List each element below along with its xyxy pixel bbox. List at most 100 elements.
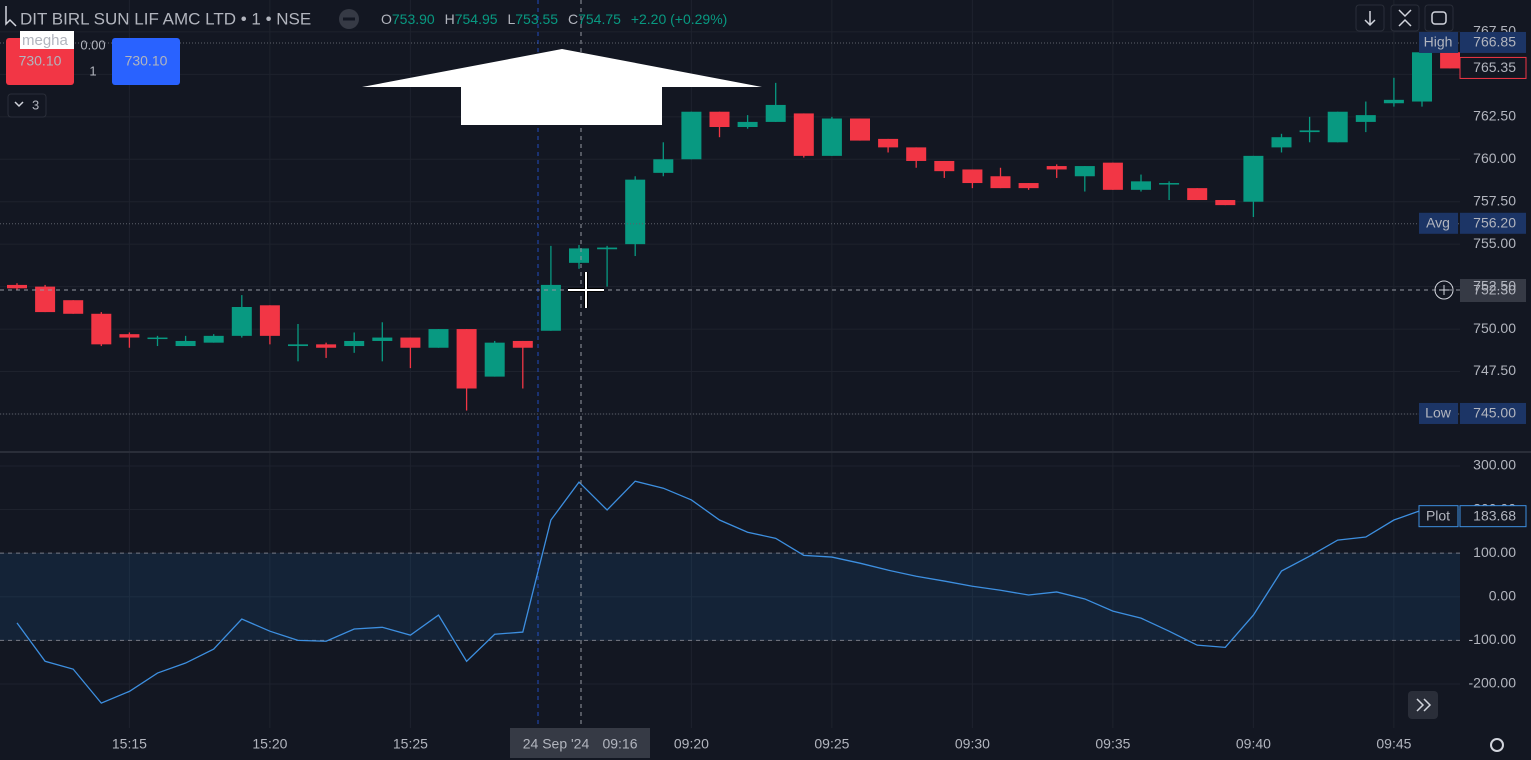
spread: 0.00: [80, 37, 105, 52]
candle-body: [962, 169, 983, 184]
candle-body: [119, 334, 140, 338]
candle-body: [653, 159, 674, 173]
candle-body: [1102, 162, 1123, 190]
candle-body: [428, 329, 449, 348]
y-tick-label: -200.00: [1469, 675, 1517, 691]
candle-body: [906, 147, 927, 161]
indicator-line: [16, 480, 1451, 704]
plot-name-box: [1418, 505, 1459, 528]
settings-icon[interactable]: [1490, 738, 1504, 752]
candle-body: [203, 335, 224, 343]
candle-body: [850, 118, 870, 141]
ohlc-key: C: [568, 11, 578, 27]
add-alert-icon[interactable]: [1434, 280, 1454, 300]
candle-body: [1243, 155, 1264, 202]
maximize-button[interactable]: [1424, 4, 1454, 32]
ohlc-value: 754.95: [455, 11, 498, 27]
user-tag: [20, 31, 74, 49]
icon: [1416, 698, 1432, 712]
candle-body: [1159, 183, 1180, 185]
candle-body: [35, 286, 56, 313]
candle-body: [1215, 200, 1236, 206]
marker-value: 745.00: [1473, 405, 1516, 421]
marker-value: 766.85: [1473, 34, 1516, 50]
icon: [1431, 11, 1447, 25]
icon: [1439, 285, 1449, 295]
y-tick-label: -100.00: [1469, 631, 1517, 647]
candle-body: [7, 284, 27, 289]
marker-value-box: [1460, 212, 1526, 234]
sell-button[interactable]: [6, 38, 74, 85]
x-tick-label: 09:35: [1095, 736, 1130, 752]
marker-name: High: [1424, 34, 1453, 50]
candle-body: [91, 313, 112, 345]
marker-name-box: [1419, 31, 1458, 53]
buy-button[interactable]: [112, 38, 180, 85]
candle-body: [1412, 52, 1432, 102]
candle-body: [934, 160, 955, 172]
candle-body: [990, 176, 1011, 189]
x-tick-label: 09:25: [814, 736, 849, 752]
marker-value-box: [1460, 31, 1526, 53]
candle-body: [1440, 52, 1460, 69]
candle-body: [344, 340, 365, 347]
candle-body: [259, 305, 280, 336]
candle-body: [1131, 181, 1151, 190]
crosshair-price: 752.30: [1473, 282, 1516, 298]
crosshair-date: 24 Sep '24: [523, 736, 590, 752]
sell-price: 730.10: [19, 53, 62, 69]
x-tick-label: 09:45: [1376, 736, 1411, 752]
x-tick-label: 09:20: [674, 736, 709, 752]
candle-body: [540, 284, 561, 331]
y-tick-label: 100.00: [1473, 544, 1516, 560]
candle-body: [231, 306, 252, 336]
y-tick-label: 762.50: [1473, 108, 1516, 124]
band-fill: [0, 553, 1460, 641]
candle-body: [1383, 99, 1404, 104]
y-tick-label: 747.50: [1473, 362, 1516, 378]
indicator-count: 3: [32, 97, 39, 112]
candle-body: [175, 340, 196, 347]
symbol-title: DIT BIRL SUN LIF AMC LTD • 1 • NSE: [20, 9, 311, 28]
crosshair-time-box: [510, 728, 650, 758]
collapse-button[interactable]: [1390, 4, 1420, 32]
candle-body: [288, 344, 308, 347]
ohlc-key: L: [507, 11, 515, 27]
y-tick-label: 750.00: [1473, 320, 1516, 336]
candle-body: [456, 329, 477, 389]
candle-body: [569, 248, 589, 263]
indicators-toggle[interactable]: [7, 93, 47, 118]
candle-body: [1327, 111, 1348, 143]
last-price-box: [1459, 56, 1527, 79]
marker-name: Avg: [1426, 214, 1450, 230]
ohlc-key: H: [445, 11, 455, 27]
marker-value-box: [1460, 402, 1526, 424]
arrow-annotation: [362, 49, 762, 125]
change: +2.20 (+0.29%): [631, 11, 728, 27]
user-name: megha: [22, 32, 69, 49]
y-tick-label: 752.50: [1473, 277, 1516, 293]
candle-body: [737, 121, 758, 128]
candle-body: [625, 179, 646, 245]
candle-body: [63, 300, 84, 314]
marker-name-box: [1419, 212, 1458, 234]
candle-body: [878, 138, 899, 148]
candle-body: [372, 337, 393, 341]
cursor: [568, 272, 604, 308]
candle-body: [1187, 188, 1208, 201]
hide-icon: [343, 17, 355, 21]
y-tick-label: 0.00: [1489, 587, 1516, 603]
plot-name: Plot: [1426, 507, 1450, 523]
y-tick-label: 755.00: [1473, 235, 1516, 251]
chevron: [14, 101, 24, 108]
plot-value: 183.68: [1473, 507, 1516, 523]
last-price: 765.35: [1473, 59, 1516, 75]
plot-area: [0, 0, 1460, 728]
candle-body: [512, 340, 533, 348]
buy-price: 730.10: [125, 53, 168, 69]
marker-value: 756.20: [1473, 214, 1516, 230]
candle-body: [793, 113, 814, 156]
candle-body: [1271, 137, 1292, 148]
